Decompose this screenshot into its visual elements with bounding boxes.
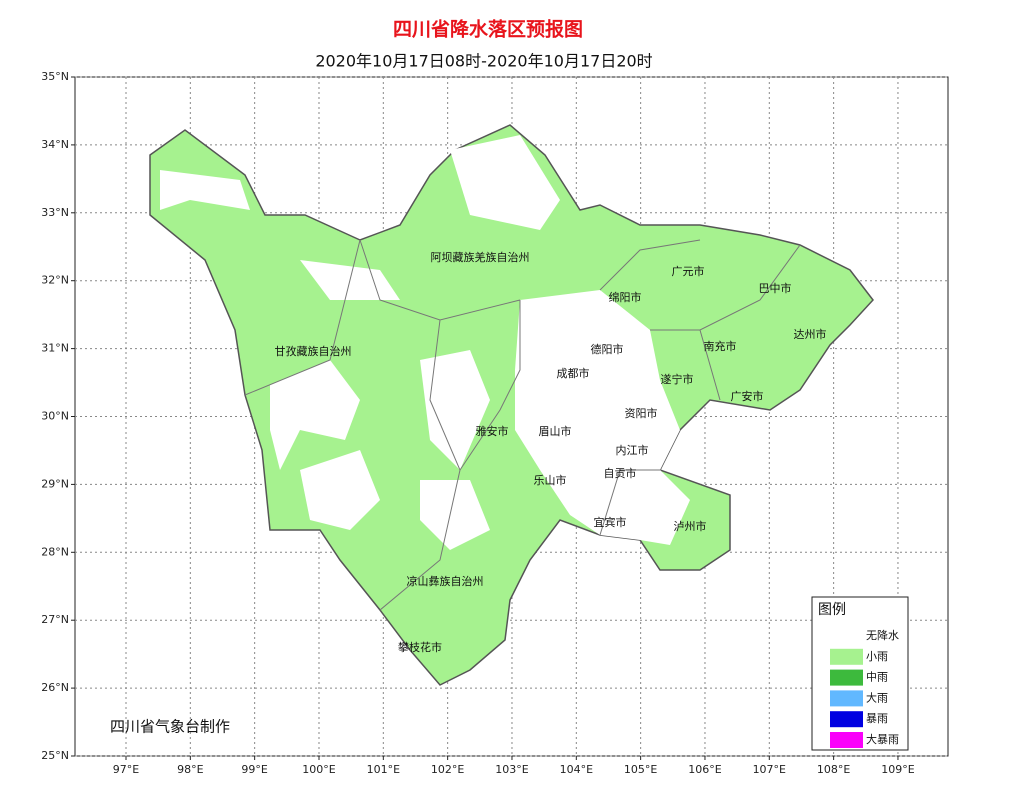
lon-tick-label: 97°E: [113, 763, 139, 776]
region-label: 内江市: [616, 443, 649, 457]
no-rain-area: [420, 480, 490, 550]
lat-tick-label: 26°N: [41, 681, 69, 694]
region-label: 泸州市: [674, 519, 707, 533]
legend-swatch: [830, 690, 863, 707]
border-line: [244, 239, 801, 611]
region-label: 雅安市: [476, 424, 509, 438]
lon-tick-label: 105°E: [624, 763, 657, 776]
lon-tick-label: 109°E: [881, 763, 914, 776]
lat-tick-label: 25°N: [41, 749, 69, 762]
legend-swatch: [830, 628, 863, 644]
legend-label: 无降水: [866, 628, 899, 642]
credit: 四川省气象台制作: [110, 718, 230, 736]
legend-swatch: [830, 732, 863, 748]
title: 四川省降水落区预报图: [393, 18, 583, 41]
legend-title: 图例: [818, 602, 846, 618]
no-rain-area: [160, 170, 250, 210]
lat-tick-label: 30°N: [41, 410, 69, 423]
region-label: 甘孜藏族自治州: [275, 344, 352, 358]
lon-tick-label: 100°E: [302, 763, 335, 776]
legend-label: 暴雨: [866, 712, 888, 725]
lat-tick-label: 28°N: [41, 545, 69, 558]
no-rain-area: [270, 360, 360, 470]
region-label: 自贡市: [604, 466, 637, 480]
lat-tick-label: 35°N: [41, 70, 69, 83]
region-label: 广元市: [672, 264, 705, 278]
region-label: 德阳市: [591, 342, 624, 356]
region-label: 阿坝藏族羌族自治州: [431, 250, 530, 264]
no-rain-area: [300, 450, 380, 530]
lon-tick-label: 101°E: [367, 763, 400, 776]
legend-swatch: [830, 648, 863, 665]
legend-label: 大雨: [866, 690, 888, 704]
legend-swatch: [830, 669, 863, 686]
lat-tick-label: 32°N: [41, 274, 69, 287]
region-label: 宜宾市: [594, 515, 627, 529]
lon-tick-label: 99°E: [241, 763, 267, 776]
county-borders: [244, 239, 801, 611]
lat-tick-label: 33°N: [41, 206, 69, 219]
region-label: 成都市: [557, 366, 590, 380]
region-label: 乐山市: [534, 473, 567, 487]
lat-tick-label: 27°N: [41, 613, 69, 626]
legend-label: 中雨: [866, 671, 888, 684]
region-label: 资阳市: [625, 406, 658, 420]
legend-label: 小雨: [866, 650, 888, 663]
no-rain-area: [515, 290, 690, 545]
subtitle: 2020年10月17日08时-2020年10月17日20时: [315, 52, 652, 71]
legend-swatch: [830, 711, 863, 728]
lat-tick-label: 31°N: [41, 342, 69, 355]
region-label: 广安市: [731, 389, 764, 403]
lon-tick-label: 107°E: [753, 763, 786, 776]
lon-tick-label: 103°E: [495, 763, 528, 776]
region-label: 南充市: [704, 339, 737, 353]
region-label: 绵阳市: [609, 290, 642, 304]
lon-tick-label: 98°E: [177, 763, 203, 776]
region-label: 遂宁市: [661, 372, 694, 386]
region-label: 巴中市: [759, 281, 792, 295]
no-rain-areas: [160, 135, 690, 550]
region-label: 达州市: [794, 327, 827, 341]
no-rain-area: [420, 350, 490, 470]
region-label: 攀枝花市: [398, 640, 442, 654]
lat-tick-label: 34°N: [41, 138, 69, 151]
legend-label: 大暴雨: [866, 732, 899, 746]
lon-tick-label: 102°E: [431, 763, 464, 776]
region-label: 眉山市: [539, 424, 572, 438]
lon-tick-label: 104°E: [560, 763, 593, 776]
region-label: 凉山彝族自治州: [407, 574, 484, 588]
lon-tick-label: 106°E: [688, 763, 721, 776]
no-rain-area: [450, 135, 560, 230]
lat-tick-label: 29°N: [41, 477, 69, 490]
lon-tick-label: 108°E: [817, 763, 850, 776]
